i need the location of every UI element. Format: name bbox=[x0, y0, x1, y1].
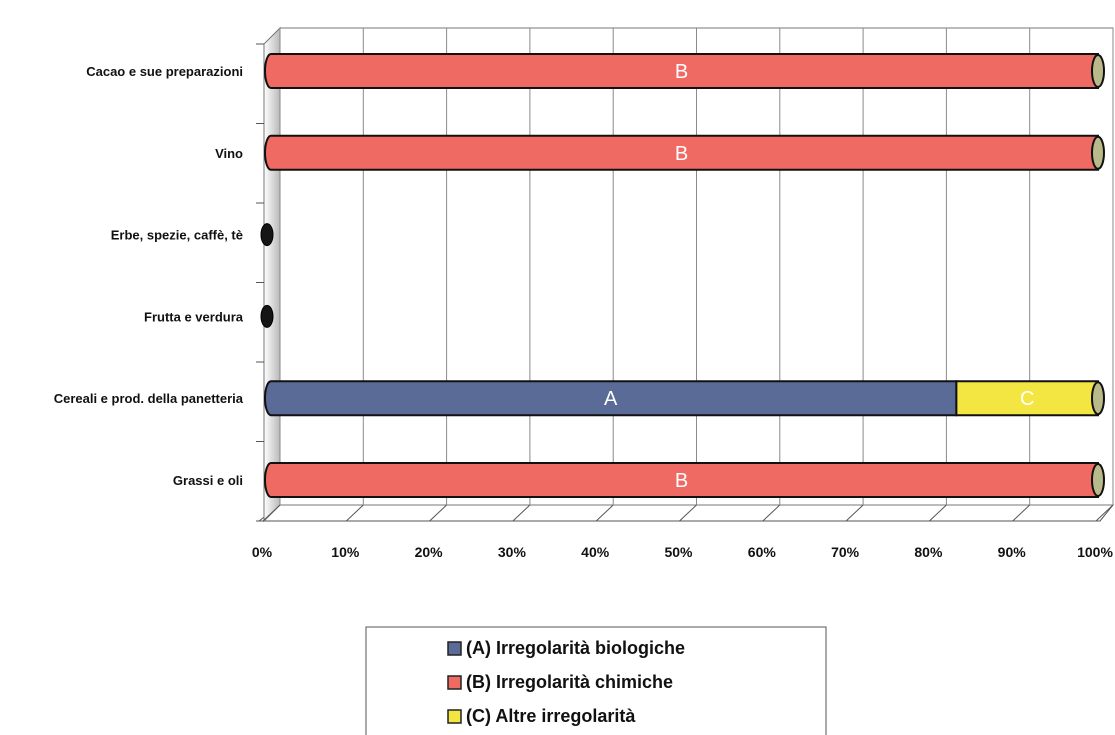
segment-label-a: A bbox=[604, 388, 618, 410]
legend-swatch-c bbox=[447, 709, 462, 724]
floor-gridline bbox=[512, 504, 531, 522]
category-label-grassi-e-oli: Grassi e oli bbox=[173, 473, 243, 488]
segment-label-b: B bbox=[675, 61, 688, 83]
x-tick-label-10: 10% bbox=[331, 544, 360, 560]
legend-label-c: (C) Altre irregolarità bbox=[466, 706, 636, 726]
bar-segment-a-cereali-e-prod-della-panetteria bbox=[264, 380, 958, 417]
category-label-erbe-spezie-caffe-te: Erbe, spezie, caffè, tè bbox=[111, 228, 243, 243]
floor-gridline bbox=[679, 504, 697, 522]
segment-label-c: C bbox=[1020, 388, 1034, 410]
legend-box bbox=[365, 626, 827, 735]
x-tick-label-50: 50% bbox=[664, 544, 693, 560]
legend-label-a: (A) Irregolarità biologiche bbox=[466, 638, 685, 658]
floor-gridline bbox=[845, 504, 864, 522]
floor-gridline bbox=[262, 504, 281, 522]
floor-gridline bbox=[595, 504, 614, 522]
bar-segment-b-vino bbox=[264, 134, 1099, 171]
chart-floor bbox=[257, 504, 1115, 522]
floor-gridline bbox=[1012, 504, 1031, 522]
legend-swatch-b bbox=[447, 675, 462, 690]
category-label-frutta-e-verdura: Frutta e verdura bbox=[144, 309, 244, 324]
gridlines bbox=[262, 28, 1114, 522]
chart-back-wall bbox=[256, 26, 1114, 523]
floor-plane bbox=[257, 504, 1115, 522]
x-tick-label-90: 90% bbox=[998, 544, 1027, 560]
bar-end-cap bbox=[1091, 463, 1105, 497]
bar-end-cap bbox=[1091, 381, 1105, 416]
x-tick-label-40: 40% bbox=[581, 544, 610, 560]
segment-label-b: B bbox=[675, 143, 688, 165]
floor-gridline bbox=[1095, 504, 1114, 522]
x-tick-label-80: 80% bbox=[914, 544, 943, 560]
bar-segment-b-grassi-e-oli bbox=[264, 462, 1099, 498]
x-tick-label-30: 30% bbox=[498, 544, 527, 560]
empty-bar-cap-frutta-e-verdura bbox=[260, 304, 274, 328]
bar-segment-b-cacao-e-sue-preparazioni bbox=[264, 53, 1099, 89]
bar-end-cap bbox=[1091, 135, 1105, 170]
category-label-cacao-e-sue-preparazioni: Cacao e sue preparazioni bbox=[86, 64, 243, 79]
x-tick-label-70: 70% bbox=[831, 544, 860, 560]
segment-label-b: B bbox=[675, 470, 688, 492]
empty-bar-cap-erbe-spezie-caffe-te bbox=[260, 223, 274, 247]
category-labels: Cacao e sue preparazioni Vino Erbe, spezie… bbox=[54, 64, 244, 488]
floor-gridline bbox=[929, 504, 947, 522]
legend-label-b: (B) Irregolarità chimiche bbox=[466, 672, 673, 692]
x-axis-tick-labels: 0% 10% 20% 30% 40% 50% 60% 70% 80% 90% 100% bbox=[252, 544, 1114, 560]
legend: (A) Irregolarità biologiche (B) Irregolar… bbox=[365, 626, 827, 735]
legend-swatch-a bbox=[447, 641, 462, 656]
x-tick-label-100: 100% bbox=[1077, 544, 1113, 560]
floor-gridline bbox=[429, 504, 447, 522]
floor-gridline bbox=[345, 504, 364, 522]
bars: B B A C B bbox=[260, 53, 1105, 498]
category-label-vino: Vino bbox=[215, 146, 243, 161]
bar-end-cap bbox=[1091, 54, 1105, 88]
x-tick-label-0: 0% bbox=[252, 544, 273, 560]
category-label-cereali-e-prod-della-panetteria: Cereali e prod. della panetteria bbox=[54, 391, 244, 406]
x-tick-label-20: 20% bbox=[415, 544, 444, 560]
x-tick-label-60: 60% bbox=[748, 544, 777, 560]
side-wall bbox=[263, 26, 281, 523]
floor-gridline bbox=[762, 504, 781, 522]
